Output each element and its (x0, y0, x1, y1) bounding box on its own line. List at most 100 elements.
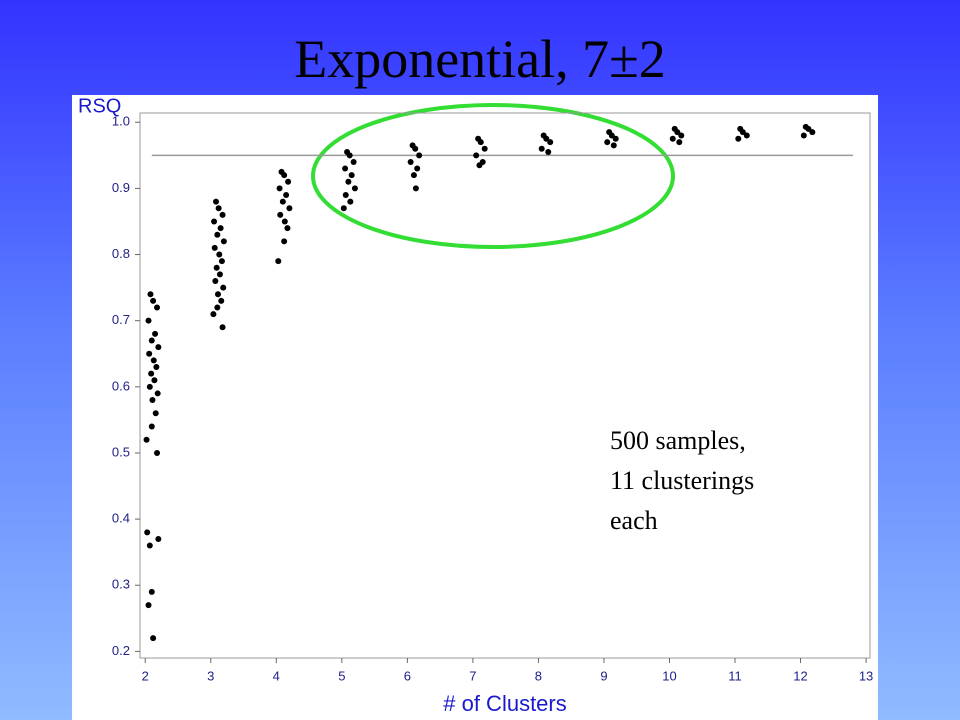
point (612, 135, 619, 142)
point (547, 139, 554, 146)
point (218, 297, 225, 304)
point (285, 178, 292, 185)
point (149, 397, 156, 404)
point (805, 125, 812, 132)
point (416, 152, 423, 159)
point (151, 377, 158, 384)
point (213, 264, 220, 271)
point (216, 251, 223, 258)
point (150, 635, 157, 642)
point (608, 132, 615, 139)
y-tick-label: 0.7 (112, 312, 130, 327)
y-tick-label: 0.2 (112, 643, 130, 658)
point (210, 311, 217, 318)
chart-background (72, 95, 878, 720)
point (145, 602, 152, 609)
point (145, 317, 152, 324)
point (279, 198, 286, 205)
point (216, 271, 223, 278)
annotation: each (610, 506, 658, 535)
point (410, 172, 417, 179)
point (350, 158, 357, 165)
plot-frame (139, 112, 871, 659)
point (218, 258, 225, 265)
point (739, 129, 746, 136)
point (281, 172, 288, 179)
point (144, 529, 151, 536)
point (150, 297, 157, 304)
y-tick-label: 0.3 (112, 577, 130, 592)
point (283, 192, 290, 199)
x-tick-label: 11 (728, 668, 742, 683)
point (674, 129, 681, 136)
point (153, 363, 160, 370)
x-tick-label: 7 (469, 668, 476, 683)
point (152, 330, 159, 337)
point (214, 304, 221, 311)
x-tick-label: 13 (859, 668, 873, 683)
point (217, 225, 224, 232)
point (286, 205, 293, 212)
point (148, 423, 155, 430)
point (345, 178, 352, 185)
point (604, 139, 611, 146)
point (476, 162, 483, 169)
point (414, 165, 421, 172)
x-tick-label: 12 (793, 668, 807, 683)
point (342, 192, 349, 199)
point (473, 152, 480, 159)
point (543, 135, 550, 142)
point (275, 258, 282, 265)
point (214, 291, 221, 298)
y-tick-label: 0.9 (112, 180, 130, 195)
point (212, 277, 219, 284)
x-tick-label: 5 (338, 668, 345, 683)
x-tick-label: 10 (662, 668, 676, 683)
point (800, 132, 807, 139)
slide-title: Exponential, 7±2 (294, 29, 666, 89)
point (477, 139, 484, 146)
point (220, 238, 227, 245)
point (678, 132, 685, 139)
point (545, 149, 552, 156)
y-axis-label: RSQ (78, 95, 121, 117)
point (407, 158, 414, 165)
x-axis-label: # of Clusters (443, 691, 567, 716)
annotation: 500 samples, (610, 426, 746, 455)
point (211, 244, 218, 251)
point (150, 357, 157, 364)
point (676, 139, 683, 146)
point (340, 205, 347, 212)
point (346, 152, 353, 159)
point (219, 324, 226, 331)
point (610, 142, 617, 149)
point (276, 185, 283, 192)
point (154, 449, 161, 456)
point (155, 535, 162, 542)
point (148, 337, 155, 344)
point (281, 238, 288, 245)
point (342, 165, 349, 172)
point (211, 218, 218, 225)
point (146, 350, 153, 357)
point (284, 225, 291, 232)
point (348, 172, 355, 179)
x-tick-label: 3 (207, 668, 214, 683)
point (215, 205, 222, 212)
point (154, 390, 161, 397)
point (213, 198, 220, 205)
point (669, 135, 676, 142)
point (481, 145, 488, 152)
x-tick-label: 8 (535, 668, 542, 683)
y-tick-label: 0.5 (112, 444, 130, 459)
x-tick-label: 4 (273, 668, 280, 683)
point (412, 185, 419, 192)
annotation: 11 clusterings (610, 466, 754, 495)
point (351, 185, 358, 192)
point (219, 211, 226, 218)
point (146, 383, 153, 390)
point (538, 145, 545, 152)
point (148, 588, 155, 595)
point (412, 145, 419, 152)
